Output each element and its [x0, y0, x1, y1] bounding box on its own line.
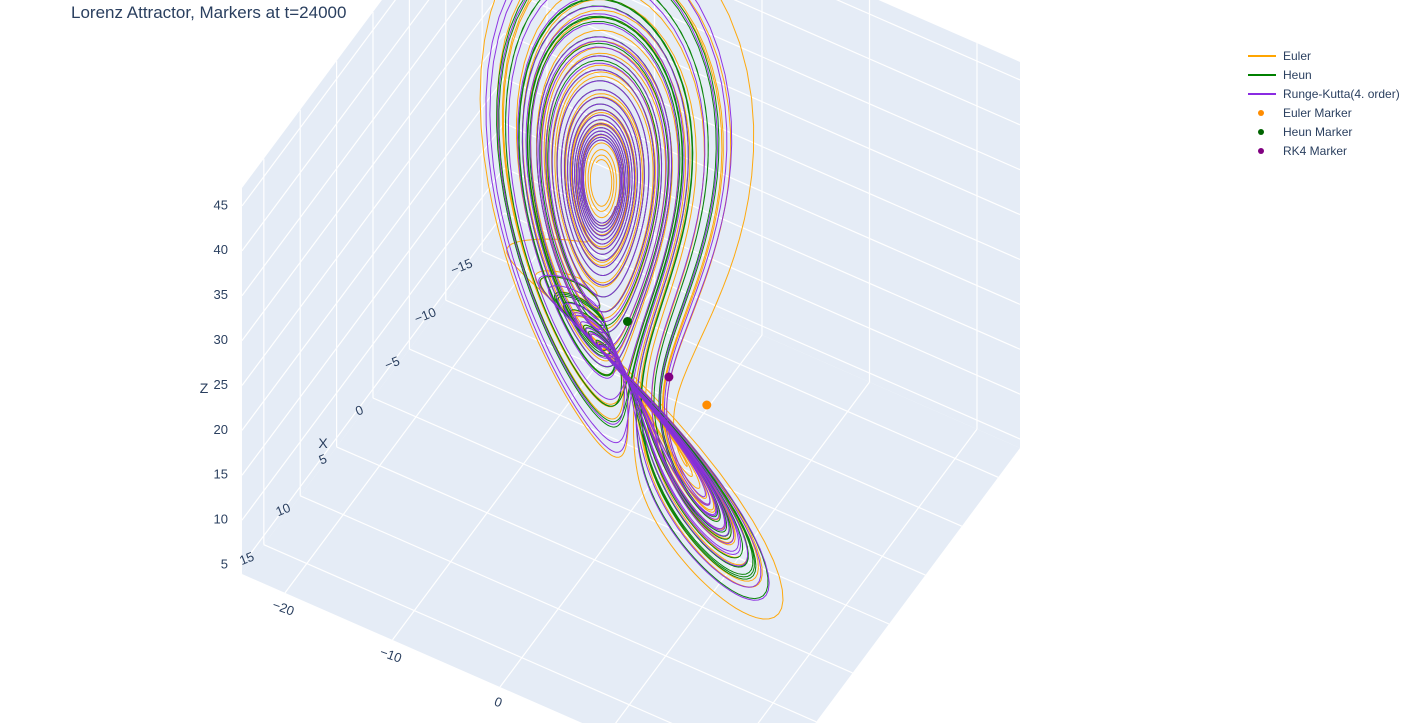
chart-title: Lorenz Attractor, Markers at t=24000: [71, 3, 347, 22]
z-tick-label: 10: [214, 512, 228, 527]
x-tick-label: 10: [274, 500, 293, 519]
grid-line-y: [284, 240, 548, 594]
grid-line-z: [241, 0, 497, 341]
y-tick-label: 0: [492, 694, 504, 711]
position-markers[interactable]: [623, 317, 712, 410]
legend-item-rk4-marker[interactable]: RK4 Marker: [1246, 141, 1400, 160]
euler-marker[interactable]: [702, 400, 712, 410]
grid-line-z: [241, 33, 505, 386]
legend-item-euler-marker[interactable]: Euler Marker: [1246, 103, 1400, 122]
xy-plane: [242, 222, 1020, 723]
x-tick-label: −5: [382, 353, 401, 372]
z-axis-label: Z: [200, 380, 209, 396]
rk4-marker[interactable]: [664, 372, 674, 382]
z-tick-label: 30: [214, 332, 228, 347]
z-tick-label: 40: [214, 242, 228, 257]
legend-dot-icon: [1246, 126, 1276, 138]
grid-line-y: [499, 334, 763, 688]
grid-line-z: [241, 78, 505, 431]
legend-dot-icon: [1246, 145, 1276, 157]
legend-label: Euler: [1283, 48, 1312, 63]
heun-marker[interactable]: [623, 317, 632, 326]
grid-line-z: [503, 212, 1021, 440]
x-tick-label: 15: [237, 549, 256, 568]
grid-line-z: [528, 0, 1021, 216]
z-tick-label: 35: [214, 287, 228, 302]
grid-line-z: [733, 0, 1021, 126]
grid-line-y: [615, 381, 870, 723]
grid-line-z: [241, 212, 505, 566]
legend-label: RK4 Marker: [1283, 143, 1348, 158]
grid-line-z: [241, 0, 463, 297]
z-tick-label: 25: [214, 377, 228, 392]
y-tick-label: −10: [378, 644, 404, 666]
grid-line-z: [835, 0, 1021, 81]
scene-3d[interactable]: 51015202530354045−15−10−5051015−20−10010…: [200, 0, 1021, 723]
legend-label: Runge-Kutta(4. order): [1283, 86, 1400, 101]
legend-line-icon: [1246, 69, 1276, 81]
z-tick-label: 45: [214, 197, 228, 212]
trace-runge-kutta-4-order[interactable]: [485, 0, 770, 601]
grid-line-z: [241, 167, 505, 521]
legend-item-heun-marker[interactable]: Heun Marker: [1246, 122, 1400, 141]
x-axis-label: X: [318, 435, 328, 451]
grid-line-z: [631, 0, 1021, 171]
legend-label: Heun: [1283, 67, 1312, 82]
y-tick-label: −20: [270, 597, 296, 619]
grid-lines: [241, 0, 1021, 723]
grid-line-z: [241, 0, 430, 252]
legend-item-heun[interactable]: Heun: [1246, 65, 1400, 84]
z-tick-label: 15: [214, 467, 228, 482]
axis-ticks: 51015202530354045−15−10−5051015−20−10010…: [214, 197, 505, 711]
grid-line-z: [241, 122, 505, 476]
legend-label: Heun Marker: [1283, 124, 1353, 139]
grid-line-z: [503, 77, 1021, 305]
grid-line-z: [503, 122, 1021, 350]
grid-line-z: [241, 0, 397, 207]
z-tick-label: 5: [221, 556, 228, 571]
legend-item-runge-kutta-4-order[interactable]: Runge-Kutta(4. order): [1246, 84, 1400, 103]
z-tick-label: 20: [214, 422, 228, 437]
legend: Euler Heun Runge-Kutta(4. order) Euler Mark…: [1246, 46, 1400, 160]
legend-item-euler[interactable]: Euler: [1246, 46, 1400, 65]
legend-label: Euler Marker: [1283, 105, 1352, 120]
legend-line-icon: [1246, 50, 1276, 62]
legend-line-icon: [1246, 88, 1276, 100]
trajectory-lines[interactable]: [479, 0, 784, 620]
legend-dot-icon: [1246, 107, 1276, 119]
